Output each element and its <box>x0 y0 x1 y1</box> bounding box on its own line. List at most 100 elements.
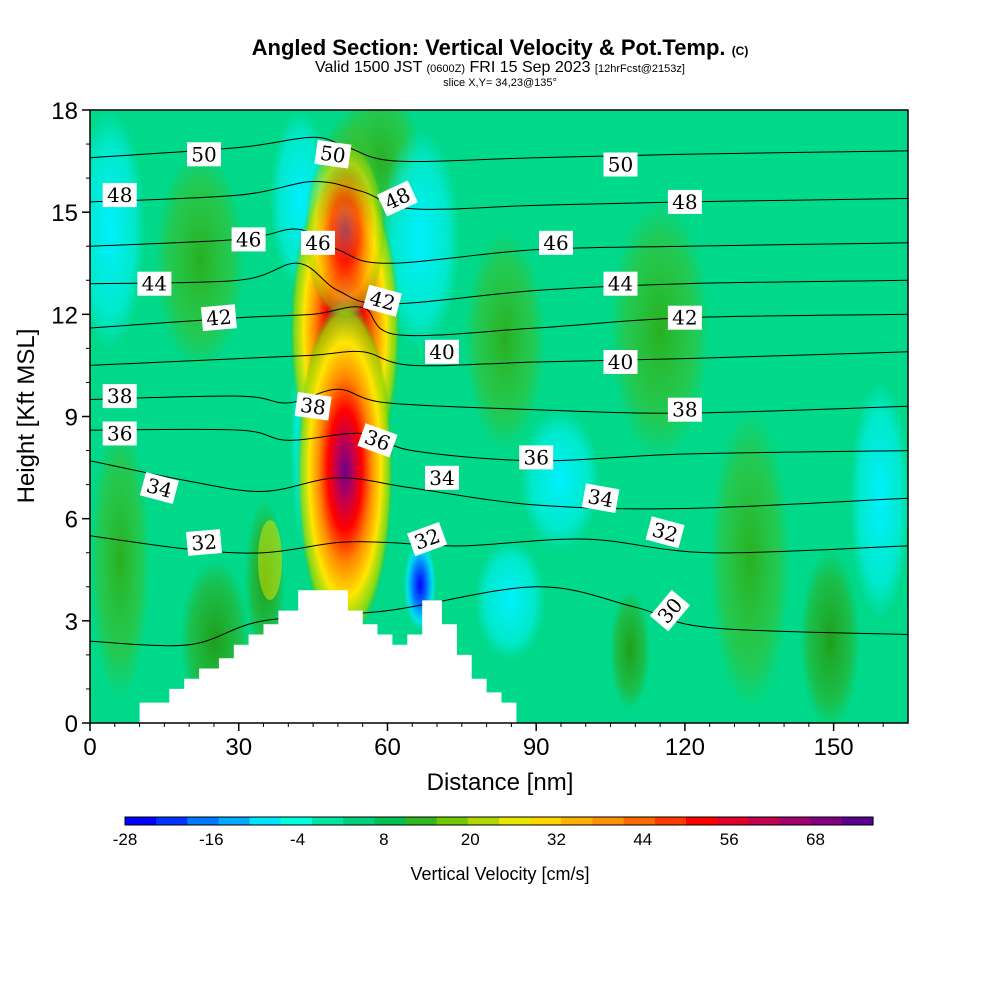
colorbar-segment <box>779 817 812 825</box>
contour-label-box <box>102 183 137 208</box>
contour-label: 42 <box>667 305 702 330</box>
contour-label-text: 38 <box>672 398 697 422</box>
y-tick-label: 15 <box>51 200 78 227</box>
colorbar-segment <box>312 817 344 825</box>
contour-label-box <box>137 271 172 296</box>
contour-label-box <box>539 230 573 255</box>
contour-label-box <box>667 397 702 422</box>
isentrope-30 <box>90 586 908 647</box>
colorbar-segment <box>810 817 843 825</box>
contour-label: 46 <box>301 230 335 255</box>
terrain-mask <box>90 590 908 723</box>
colorbar-frame <box>124 816 874 826</box>
contour-label: 40 <box>425 339 459 364</box>
contour-label-box <box>425 339 459 364</box>
contour-label-text: 38 <box>107 384 132 408</box>
contour-label-text: 46 <box>305 231 330 255</box>
updraft-top <box>305 140 385 320</box>
contour-label-box <box>294 392 332 421</box>
contour-label-box <box>314 140 352 169</box>
contour-label-box <box>102 384 137 409</box>
y-tick-label: 12 <box>51 302 78 329</box>
contour-label-box <box>425 465 459 490</box>
subtitle-date: FRI 15 Sep 2023 <box>469 59 591 76</box>
contour-label: 46 <box>231 227 266 252</box>
contour-label-box <box>139 472 179 504</box>
chart-title: Angled Section: Vertical Velocity & Pot.… <box>0 36 1000 63</box>
contour-label-text: 46 <box>236 227 261 251</box>
x-axis: 0 30 60 90 120 150 <box>83 723 884 761</box>
contour-label-text: 32 <box>190 529 217 555</box>
contour-label: 44 <box>137 271 172 296</box>
colorbar-segment <box>623 817 656 825</box>
subtitle-valid: Valid 1500 JST <box>315 59 423 76</box>
contour-label-box <box>102 421 137 446</box>
contour-label-box <box>357 423 398 458</box>
isentrope-34 <box>90 460 908 510</box>
contour-label-text: 44 <box>608 272 633 296</box>
colorbar-segment <box>280 817 313 825</box>
field-blob <box>710 410 790 710</box>
contour-label-text: 36 <box>523 445 548 469</box>
colorbar-segment <box>561 817 594 825</box>
contour-label: 42 <box>362 284 403 317</box>
colorbar-segment <box>654 817 687 825</box>
colorbar-tick-label: -16 <box>199 830 224 849</box>
contour-label-box <box>649 589 691 632</box>
contour-label: 32 <box>186 529 222 556</box>
y-axis: 0 3 6 9 12 15 18 <box>51 98 90 738</box>
contour-label-box <box>407 522 448 557</box>
updraft-flank <box>258 520 282 600</box>
contour-label-text: 50 <box>608 153 633 177</box>
chart-subtitle: Valid 1500 JST (0600Z) FRI 15 Sep 2023 [… <box>0 60 1000 77</box>
colorbar-segment <box>405 817 438 825</box>
isentrope-50 <box>90 136 908 163</box>
y-tick-label: 0 <box>65 711 78 738</box>
contour-label-text: 48 <box>672 190 697 214</box>
colorbar-segment <box>125 817 157 825</box>
x-tick-label: 90 <box>523 734 550 761</box>
colorbar-segment <box>436 817 469 825</box>
contour-label-box <box>603 350 638 374</box>
contour-label-text: 34 <box>586 484 615 512</box>
contour-label-text: 40 <box>429 340 454 364</box>
y-tick-label: 18 <box>51 98 78 125</box>
contour-label-text: 48 <box>107 183 132 207</box>
contour-label-box <box>186 529 222 556</box>
chart-title-units: (C) <box>731 44 749 58</box>
contour-label-box <box>603 271 638 296</box>
contour-label: 40 <box>603 350 638 374</box>
contour-label-text: 42 <box>672 306 697 330</box>
contour-label: 48 <box>102 183 137 208</box>
contour-label-box <box>376 180 418 217</box>
contour-label: 50 <box>603 152 638 177</box>
subtitle-zulu: (0600Z) <box>426 63 466 75</box>
contour-label-box <box>301 230 335 255</box>
field-blob <box>90 110 145 350</box>
contour-label: 46 <box>539 230 573 255</box>
contour-label: 36 <box>102 421 137 446</box>
field-blob <box>475 540 545 660</box>
field-blob <box>800 550 860 723</box>
field-blob <box>520 410 600 550</box>
contour-label-text: 50 <box>319 141 348 168</box>
contour-label-text: 34 <box>429 466 454 490</box>
colorbar-tick-label: -4 <box>290 830 305 849</box>
contour-label-box <box>187 142 221 167</box>
colorbar-segment <box>218 817 251 825</box>
colorbar-segment <box>249 817 282 825</box>
contour-label: 36 <box>519 445 554 470</box>
contour-label-text: 42 <box>205 305 232 331</box>
colorbar-tick-label: 32 <box>547 830 566 849</box>
contour-label-text: 40 <box>608 350 633 374</box>
contour-label-text: 36 <box>107 422 132 446</box>
contour-label-box <box>645 516 685 549</box>
field-blob <box>610 200 710 460</box>
isentrope-40 <box>90 350 908 367</box>
contour-label: 34 <box>425 465 459 490</box>
contour-label: 50 <box>314 140 352 169</box>
contour-label-box <box>362 284 403 317</box>
field-blob <box>155 150 245 370</box>
